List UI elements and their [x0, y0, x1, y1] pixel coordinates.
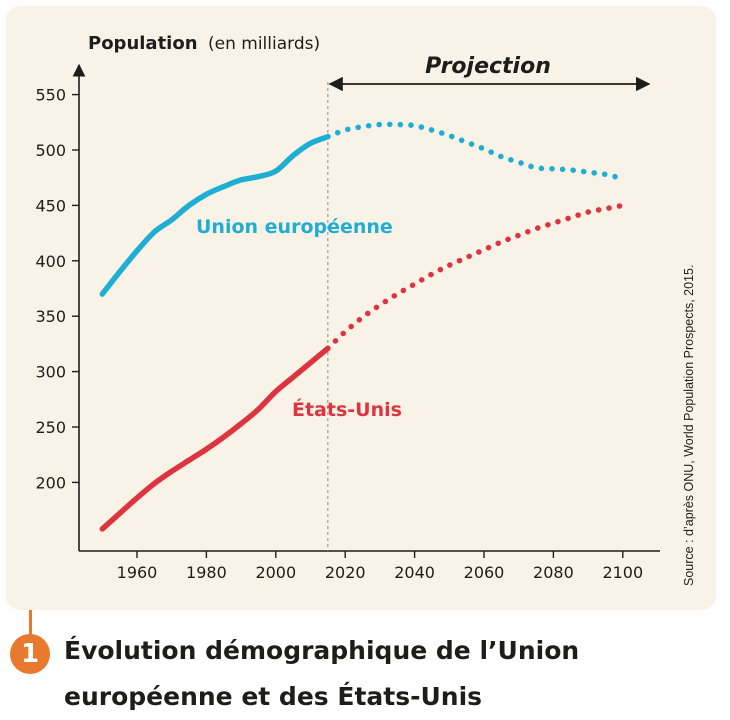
- x-tick-label: 2000: [255, 563, 296, 582]
- y-axis-label: Population: [88, 33, 198, 54]
- caption-title: Évolution démographique de l’Union europ…: [64, 636, 580, 711]
- projection-marker: Projection: [327, 54, 651, 551]
- series-label-us: États-Unis: [292, 398, 402, 421]
- series-line-us-observed: [99, 345, 331, 532]
- x-tick-label: 2080: [533, 563, 574, 582]
- caption-connector: [29, 610, 32, 636]
- series-lines: [99, 121, 626, 532]
- y-tick-label: 450: [35, 196, 66, 215]
- series-label-eu: Union européenne: [196, 216, 393, 238]
- series-line-us-projected: [325, 202, 626, 352]
- axes: 200 250 300 350 400 450 500 550 1960 1980 2000 2020…: [35, 63, 660, 582]
- y-tick-label: 200: [35, 473, 66, 492]
- series-line-eu-projected: [325, 121, 626, 182]
- x-tick-label: 2040: [394, 563, 435, 582]
- figure-caption: 1 Évolution démographique de l’Union eur…: [0, 610, 730, 714]
- y-tick-label: 500: [35, 141, 66, 160]
- y-axis-unit: (en milliards): [208, 34, 320, 54]
- x-tick-label: 2100: [602, 563, 643, 582]
- y-axis-title: Population (en milliards): [88, 33, 320, 54]
- y-tick-label: 250: [35, 418, 66, 437]
- projection-label: Projection: [425, 54, 551, 79]
- y-tick-label: 550: [35, 86, 66, 105]
- y-tick-label: 300: [35, 363, 66, 382]
- x-tick-label: 2020: [325, 563, 366, 582]
- source-note: Source : d’après ONU, World Population P…: [682, 265, 696, 586]
- x-tick-label: 2060: [464, 563, 505, 582]
- x-tick-label: 1960: [117, 563, 158, 582]
- y-tick-label: 400: [35, 252, 66, 271]
- y-tick-label: 350: [35, 307, 66, 326]
- figure-number-badge: 1: [10, 634, 50, 674]
- series-line-eu-observed: [99, 133, 331, 297]
- x-tick-label: 1980: [186, 563, 227, 582]
- population-line-chart: Population (en milliards) 200 250 300 350 40…: [35, 33, 696, 586]
